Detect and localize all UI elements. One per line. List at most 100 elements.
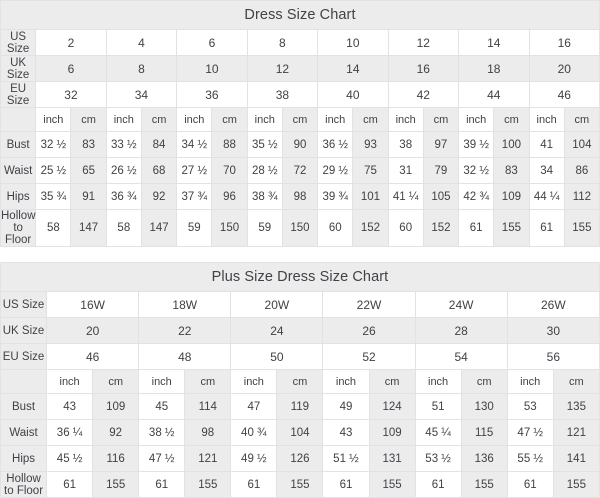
- measurement-cell-cm: 75: [352, 157, 389, 184]
- unit-header-cm: cm: [281, 107, 319, 132]
- unit-header-row: inch cm inch cm inch cm inch cm inch cm inch cm inch…: [0, 107, 600, 132]
- measurement-cell-cm: 72: [281, 157, 319, 184]
- measurement-cell-inch: 42 ¾: [458, 183, 495, 210]
- measurement-row: Waist 25 ½ 65 26 ½ 68 27 ½ 70 28 ½ 72 29 ½ 75 31 79 3…: [0, 157, 600, 184]
- measurement-cell-inch: 47 ½: [506, 419, 554, 446]
- measurement-cell-inch: 44 ¼: [528, 183, 565, 210]
- size-value-cell: 4: [105, 29, 178, 56]
- unit-header-spacer: [0, 107, 37, 132]
- size-value-cell: 30: [506, 317, 600, 344]
- measurement-cell-cm: 135: [552, 393, 600, 420]
- unit-header-cm: cm: [422, 107, 460, 132]
- measurement-cell-cm: 152: [352, 209, 389, 247]
- size-value-cell: 14: [317, 55, 389, 82]
- measurement-cell-cm: 98: [184, 419, 232, 446]
- size-row-label: EU Size: [0, 343, 48, 370]
- size-row: US Size 16W 18W 20W 22W 24W 26W: [0, 291, 600, 318]
- measurement-cell-inch: 43: [46, 393, 94, 420]
- size-row-label: EU Size: [0, 81, 37, 108]
- size-value-cell: 20: [528, 55, 600, 82]
- unit-header-inch: inch: [506, 369, 554, 394]
- size-value-cell: 6: [35, 55, 107, 82]
- measurement-cell-cm: 68: [140, 157, 178, 184]
- size-row-label: UK Size: [0, 55, 37, 82]
- dress-size-chart-block: Dress Size Chart US Size 2 4 6 8 10 12 14 16 UK Si…: [0, 0, 600, 247]
- size-value-cell: 2: [35, 29, 107, 56]
- measurement-cell-cm: 155: [563, 209, 600, 247]
- measurement-cell-inch: 36 ½: [317, 131, 354, 158]
- size-value-cell: 36: [176, 81, 248, 108]
- measurement-cell-cm: 101: [352, 183, 389, 210]
- measurement-cell-cm: 150: [211, 209, 248, 247]
- size-value-cell: 54: [414, 343, 508, 370]
- measurement-cell-cm: 98: [281, 183, 319, 210]
- measurement-cell-inch: 37 ¾: [176, 183, 213, 210]
- size-row-label: US Size: [0, 291, 48, 318]
- measurement-cell-inch: 41: [528, 131, 565, 158]
- measurement-cell-inch: 39 ¾: [317, 183, 354, 210]
- size-value-cell: 26W: [506, 291, 600, 318]
- measurement-cell-cm: 109: [368, 419, 416, 446]
- unit-header-inch: inch: [317, 107, 354, 132]
- size-value-cell: 20: [46, 317, 140, 344]
- unit-header-row: inch cm inch cm inch cm inch cm inch cm inch cm: [0, 369, 600, 394]
- measurement-cell-cm: 109: [92, 393, 140, 420]
- measurement-cell-cm: 155: [92, 471, 140, 498]
- measurement-cell-cm: 155: [460, 471, 508, 498]
- measurement-cell-cm: 155: [368, 471, 416, 498]
- size-value-cell: 12: [246, 55, 319, 82]
- chart-title: Plus Size Dress Size Chart: [0, 262, 600, 292]
- chart-title-row: Dress Size Chart: [0, 0, 600, 30]
- measurement-cell-inch: 34 ½: [176, 131, 213, 158]
- size-row: EU Size 32 34 36 38 40 42 44 46: [0, 81, 600, 108]
- size-value-cell: 8: [246, 29, 319, 56]
- measurement-row: Hollow to Floor 61 155 61 155 61 155 61 155 61 155…: [0, 471, 600, 498]
- unit-header-inch: inch: [105, 107, 142, 132]
- unit-header-inch: inch: [246, 107, 283, 132]
- measurement-cell-inch: 51: [414, 393, 462, 420]
- measurement-cell-cm: 97: [422, 131, 460, 158]
- measurement-cell-cm: 147: [70, 209, 107, 247]
- measurement-cell-inch: 61: [506, 471, 554, 498]
- measurement-cell-inch: 45 ½: [46, 445, 94, 472]
- size-value-cell: 50: [230, 343, 324, 370]
- measurement-cell-cm: 70: [211, 157, 248, 184]
- measurement-cell-cm: 86: [563, 157, 600, 184]
- size-row: UK Size 20 22 24 26 28 30: [0, 317, 600, 344]
- measurement-cell-cm: 124: [368, 393, 416, 420]
- size-value-cell: 28: [414, 317, 508, 344]
- measurement-cell-inch: 32 ½: [35, 131, 72, 158]
- size-value-cell: 40: [317, 81, 389, 108]
- measurement-cell-inch: 47: [230, 393, 278, 420]
- measurement-cell-inch: 53 ½: [414, 445, 462, 472]
- size-value-cell: 10: [317, 29, 389, 56]
- unit-header-inch: inch: [138, 369, 186, 394]
- measurement-cell-cm: 83: [70, 131, 107, 158]
- measurement-cell-inch: 43: [322, 419, 370, 446]
- measurement-cell-inch: 38 ½: [138, 419, 186, 446]
- measurement-cell-inch: 45 ¼: [414, 419, 462, 446]
- measurement-row: Hollow to Floor 58 147 58 147 59 150 59 150 60 152…: [0, 209, 600, 247]
- unit-header-cm: cm: [552, 369, 600, 394]
- unit-header-cm: cm: [70, 107, 107, 132]
- measurement-cell-inch: 32 ½: [458, 157, 495, 184]
- measurement-cell-inch: 25 ½: [35, 157, 72, 184]
- measurement-cell-cm: 79: [422, 157, 460, 184]
- measurement-row-label: Hips: [0, 183, 37, 210]
- size-value-cell: 6: [176, 29, 248, 56]
- unit-header-cm: cm: [140, 107, 178, 132]
- measurement-cell-inch: 26 ½: [105, 157, 142, 184]
- measurement-cell-cm: 109: [493, 183, 530, 210]
- measurement-row: Waist 36 ¼ 92 38 ½ 98 40 ¾ 104 43 109 45 ¼ 115 47 ½…: [0, 419, 600, 446]
- measurement-cell-inch: 61: [138, 471, 186, 498]
- measurement-cell-inch: 39 ½: [458, 131, 495, 158]
- measurement-cell-inch: 58: [105, 209, 142, 247]
- measurement-cell-cm: 150: [281, 209, 319, 247]
- measurement-cell-cm: 126: [276, 445, 324, 472]
- size-value-cell: 18: [458, 55, 530, 82]
- measurement-cell-cm: 131: [368, 445, 416, 472]
- unit-header-cm: cm: [352, 107, 389, 132]
- measurement-cell-inch: 60: [387, 209, 424, 247]
- unit-header-cm: cm: [368, 369, 416, 394]
- size-value-cell: 24W: [414, 291, 508, 318]
